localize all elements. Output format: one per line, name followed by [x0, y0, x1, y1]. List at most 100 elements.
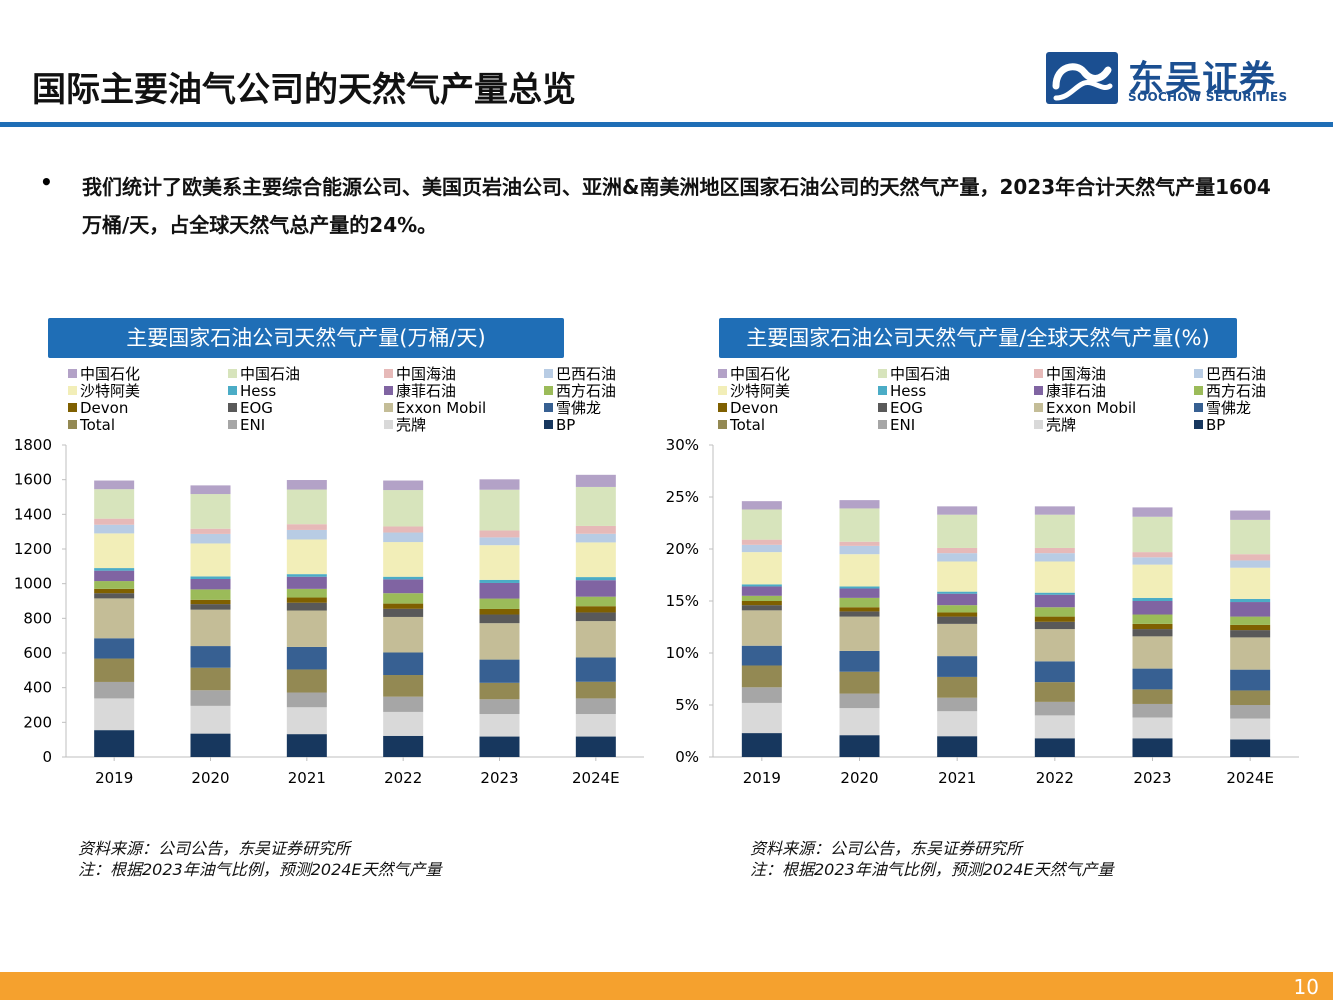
- bar-segment-e5bab7e88fb2e79fb3e6b2b9-2024E: [575, 580, 616, 597]
- y-tick-label: 400: [23, 679, 52, 697]
- legend-swatch: [228, 420, 237, 429]
- bar-segment-e5a3b3e7898c-2021: [286, 707, 327, 735]
- bar-segment-e4b8ade59bbde79fb3e58c96-2023: [479, 479, 520, 490]
- chart-1-legend: 中国石化 中国石油 中国海油 巴西石油 沙特阿美 Hess 康菲石油 西方石油 Devon EOG…: [68, 366, 668, 438]
- bar-segment-hess-2019: [741, 584, 782, 587]
- bar-segment-eog-2023: [1132, 629, 1173, 637]
- legend-label: Total: [80, 416, 116, 434]
- bar-segment-eni-2020: [839, 693, 880, 709]
- bar-segment-total-2024E: [575, 681, 616, 699]
- chart-1-source: 资料来源：公司公告，东吴证券研究所: [78, 839, 351, 858]
- legend-swatch: [878, 403, 887, 412]
- bar-segment-total-2021: [937, 676, 978, 698]
- bar-segment-e6b299e789b9e998bfe7be8e-2024E: [1230, 567, 1271, 599]
- legend-swatch: [228, 403, 237, 412]
- bar-segment-devon-2023: [1132, 623, 1173, 630]
- bar-segment-e99baae4bd9be9be99-2022: [1034, 661, 1075, 683]
- bar-segment-e4b8ade59bbde79fb3e6b2b9-2024E: [1230, 519, 1271, 555]
- bar-segment-total-2022: [1034, 682, 1075, 702]
- chart-2-legend-item: 中国石化: [718, 366, 790, 383]
- bar-segment-eni-2023: [1132, 703, 1173, 718]
- y-tick-label: 1000: [14, 575, 52, 593]
- bar-segment-e4b8ade59bbde6b5b7e6b2b9-2023: [479, 530, 520, 538]
- bar-segment-e5b7b4e8a5bfe79fb3e6b2b9-2020: [839, 545, 880, 555]
- legend-swatch: [718, 403, 727, 412]
- legend-swatch: [228, 386, 237, 395]
- page-title: 国际主要油气公司的天然气产量总览: [32, 70, 576, 110]
- bar-segment-e8a5bfe696b9e79fb3e6b2b9-2023: [479, 598, 520, 609]
- bar-segment-eni-2021: [286, 692, 327, 708]
- chart-1-legend-item: Total: [68, 417, 115, 434]
- bar-segment-e6b299e789b9e998bfe7be8e-2024E: [575, 542, 616, 578]
- bar-segment-devon-2022: [383, 603, 424, 609]
- chart-2-legend-item: Exxon Mobil: [1034, 400, 1136, 417]
- bar-segment-e5a3b3e7898c-2023: [1132, 717, 1173, 739]
- legend-label: ENI: [240, 416, 266, 434]
- bar-segment-e5b7b4e8a5bfe79fb3e6b2b9-2023: [479, 537, 520, 546]
- chart-2-legend-item: 中国石油: [878, 366, 950, 383]
- bar-segment-e6b299e789b9e998bfe7be8e-2023: [479, 545, 520, 580]
- legend-label: 中国海油: [1046, 365, 1107, 383]
- chart-2-footnote: 注：根据2023年油气比例，预测2024E天然气产量: [750, 860, 1114, 879]
- bar-segment-total-2020: [190, 667, 231, 691]
- bar-segment-e5b7b4e8a5bfe79fb3e6b2b9-2022: [1034, 553, 1075, 562]
- bar-segment-total-2022: [383, 675, 424, 697]
- y-tick-label: 800: [23, 609, 52, 627]
- bar-segment-e99baae4bd9be9be99-2024E: [575, 657, 616, 682]
- logo-text-cn: 东吴证券: [1128, 59, 1277, 100]
- bar-segment-e5a3b3e7898c-2024E: [1230, 718, 1271, 740]
- bar-segment-e4b8ade59bbde79fb3e6b2b9-2021: [286, 489, 327, 525]
- bar-segment-e4b8ade59bbde79fb3e6b2b9-2022: [383, 490, 424, 527]
- legend-swatch: [878, 386, 887, 395]
- bar-segment-e5b7b4e8a5bfe79fb3e6b2b9-2024E: [1230, 560, 1271, 568]
- legend-swatch: [68, 403, 77, 412]
- bar-segment-hess-2024E: [1230, 598, 1271, 603]
- x-tick-label: 2021: [938, 769, 976, 787]
- bar-segment-e5bab7e88fb2e79fb3e6b2b9-2023: [1132, 601, 1173, 615]
- bar-segment-exxon20mobil-2024E: [1230, 637, 1271, 670]
- legend-swatch: [68, 386, 77, 395]
- bar-segment-e5a3b3e7898c-2022: [1034, 715, 1075, 739]
- legend-swatch: [68, 420, 77, 429]
- legend-label: 中国海油: [396, 365, 457, 383]
- legend-label: Exxon Mobil: [1046, 399, 1137, 417]
- bar-segment-hess-2024E: [575, 577, 616, 581]
- bar-segment-e8a5bfe696b9e79fb3e6b2b9-2021: [286, 588, 327, 598]
- bar-segment-devon-2021: [286, 597, 327, 603]
- bar-segment-eni-2020: [190, 690, 231, 706]
- chart-2-legend-item: 西方石油: [1194, 383, 1266, 400]
- bar-segment-hess-2021: [937, 591, 978, 594]
- legend-label: BP: [556, 416, 576, 434]
- chart-2-legend-item: 壳牌: [1034, 417, 1076, 434]
- x-tick-label: 2024E: [1226, 769, 1274, 787]
- bar-segment-e99baae4bd9be9be99-2021: [937, 656, 978, 677]
- chart-1-legend-item: 壳牌: [384, 417, 426, 434]
- bar-segment-devon-2020: [190, 599, 231, 605]
- bar-segment-eog-2019: [94, 593, 135, 599]
- legend-swatch: [384, 420, 393, 429]
- legend-swatch: [1194, 386, 1203, 395]
- bar-segment-e4b8ade59bbde6b5b7e6b2b9-2019: [741, 539, 782, 545]
- bar-segment-e4b8ade59bbde6b5b7e6b2b9-2021: [286, 524, 327, 530]
- x-tick-label: 2020: [840, 769, 878, 787]
- bar-segment-hess-2020: [190, 576, 231, 579]
- legend-label: 巴西石油: [1206, 365, 1267, 383]
- bar-segment-e8a5bfe696b9e79fb3e6b2b9-2022: [1034, 607, 1075, 617]
- chart-1-footnote: 注：根据2023年油气比例，预测2024E天然气产量: [78, 860, 442, 879]
- bar-segment-e4b8ade59bbde79fb3e6b2b9-2020: [839, 508, 880, 542]
- bar-segment-e5a3b3e7898c-2022: [383, 711, 424, 736]
- legend-label: 壳牌: [1046, 416, 1077, 434]
- legend-label: Exxon Mobil: [396, 399, 487, 417]
- legend-label: 康菲石油: [396, 382, 457, 400]
- bar-segment-eog-2020: [839, 611, 880, 617]
- chart-1-title: 主要国家石油公司天然气产量(万桶/天): [48, 318, 564, 358]
- bar-segment-total-2023: [479, 682, 520, 700]
- bar-segment-e4b8ade59bbde6b5b7e6b2b9-2020: [190, 528, 231, 534]
- bar-segment-e5bab7e88fb2e79fb3e6b2b9-2021: [937, 593, 978, 606]
- y-tick-label: 1400: [14, 505, 52, 523]
- chart-2-legend-item: BP: [1194, 417, 1225, 434]
- legend-swatch: [544, 403, 553, 412]
- bar-segment-eni-2022: [383, 696, 424, 712]
- bar-segment-exxon20mobil-2023: [1132, 636, 1173, 669]
- x-tick-label: 2019: [743, 769, 781, 787]
